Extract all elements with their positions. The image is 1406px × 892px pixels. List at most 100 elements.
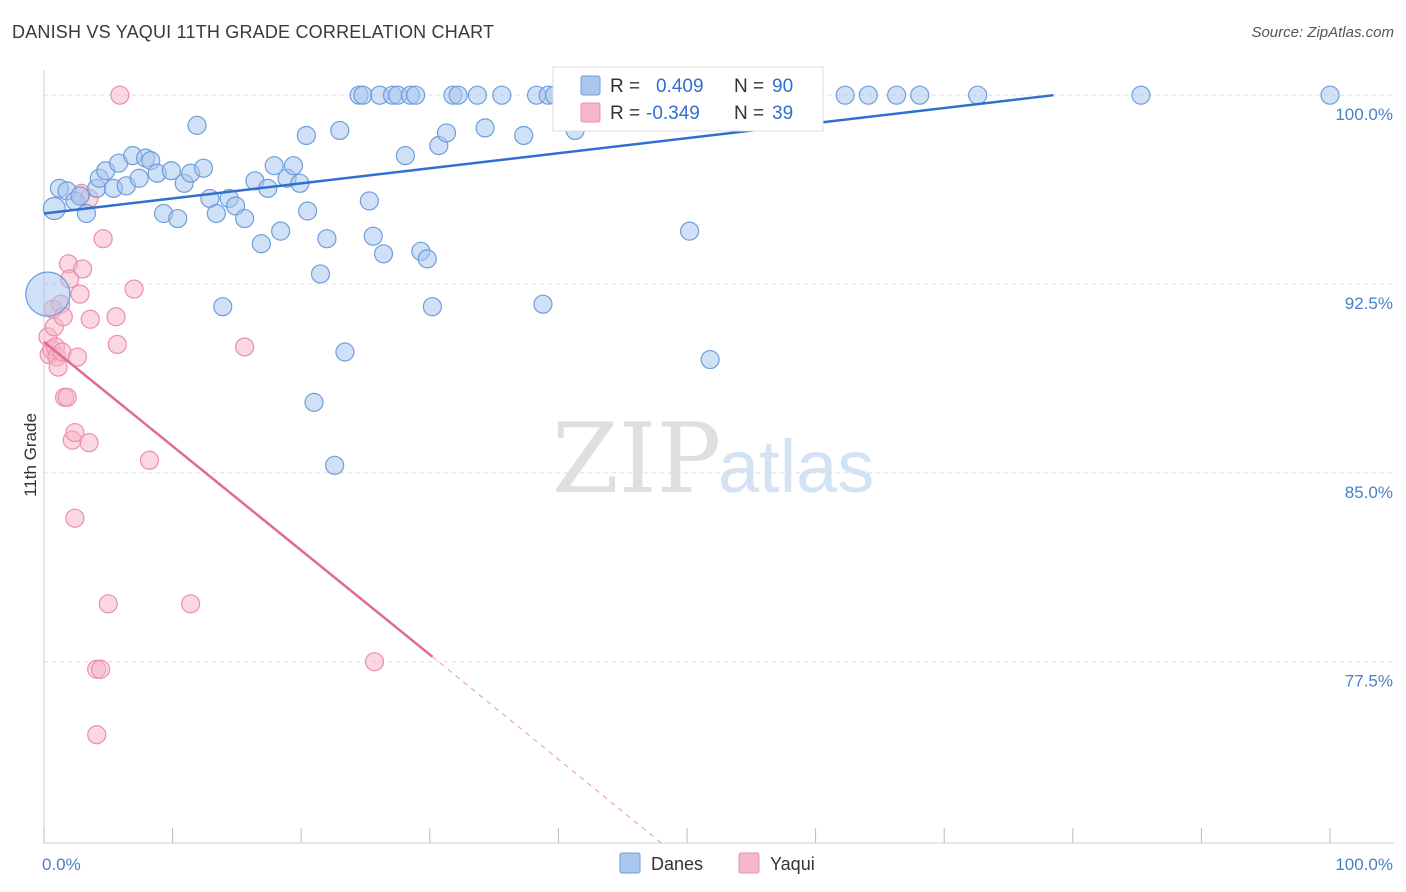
danes-point xyxy=(251,234,271,254)
danes-point xyxy=(406,85,426,105)
danes-point xyxy=(213,297,233,317)
y-tick-label: 85.0% xyxy=(1345,483,1393,502)
zipatlas-watermark: ZIP atlas xyxy=(552,403,874,515)
danes-point xyxy=(206,203,226,224)
danes-point xyxy=(858,85,878,105)
danes-point xyxy=(395,146,415,166)
danes-point xyxy=(335,342,355,362)
yaqui-point xyxy=(67,347,88,367)
yaqui-point xyxy=(124,279,144,299)
danes-point xyxy=(353,85,373,105)
danes-point xyxy=(467,85,487,105)
danes-point xyxy=(1320,85,1340,105)
danes-point xyxy=(271,221,291,241)
danes-point xyxy=(296,125,316,146)
danes-points xyxy=(25,85,1340,475)
danes-point xyxy=(835,85,855,105)
yaqui-point xyxy=(65,508,85,528)
svg-text:ZIP: ZIP xyxy=(552,403,721,515)
danes-point xyxy=(193,158,214,178)
yaqui-point xyxy=(110,85,130,105)
danes-trend-line xyxy=(43,93,1054,215)
yaqui-n-value: 39 xyxy=(772,103,793,124)
danes-point xyxy=(187,115,207,135)
danes-point xyxy=(330,120,350,141)
danes-point xyxy=(887,85,907,105)
danes-point xyxy=(910,85,930,105)
yaqui-point xyxy=(98,594,118,614)
danes-point xyxy=(700,349,720,370)
danes-n-label: N = xyxy=(734,76,764,97)
axes xyxy=(43,70,1394,844)
danes-point xyxy=(264,156,284,176)
danes-point xyxy=(310,264,331,284)
x-tick-label-right: 100.0% xyxy=(1335,855,1393,874)
danes-point xyxy=(417,249,437,269)
chart-title: DANISH VS YAQUI 11TH GRADE CORRELATION C… xyxy=(12,22,495,42)
yaqui-series-swatch xyxy=(738,852,760,874)
yaqui-point xyxy=(181,594,201,614)
yaqui-n-label: N = xyxy=(734,103,764,124)
yaqui-point xyxy=(87,725,107,745)
danes-point xyxy=(70,186,90,206)
danes-point xyxy=(317,229,337,249)
danes-point xyxy=(359,191,379,211)
yaqui-point xyxy=(90,659,111,679)
stats-legend: R = 0.409 N = 90 R = -0.349 N = 39 xyxy=(552,66,824,132)
danes-point xyxy=(129,168,149,188)
danes-legend-swatch xyxy=(580,75,601,96)
source-credit: Source: ZipAtlas.com xyxy=(1251,24,1394,41)
danes-point xyxy=(492,85,512,105)
danes-point xyxy=(533,294,553,314)
yaqui-r-label: R = xyxy=(610,103,640,124)
trend-lines xyxy=(43,93,1054,844)
danes-point xyxy=(475,118,495,138)
danes-point xyxy=(363,226,383,246)
yaqui-legend-swatch xyxy=(580,102,601,123)
danes-point xyxy=(448,85,468,105)
yaqui-point xyxy=(80,309,100,329)
danes-point xyxy=(283,156,304,176)
yaqui-trend-line xyxy=(43,340,434,658)
tick-labels: 100.0% 92.5% 85.0% 77.5% 0.0% 100.0% xyxy=(42,105,1393,874)
danes-point xyxy=(1131,85,1151,105)
danes-point xyxy=(161,161,181,181)
danes-point xyxy=(373,244,394,264)
danes-r-label: R = xyxy=(610,76,640,97)
danes-point xyxy=(42,196,66,221)
y-axis-label: 11th Grade xyxy=(21,413,40,497)
yaqui-r-value: -0.349 xyxy=(646,103,700,124)
danes-point xyxy=(436,123,457,143)
danes-series-label: Danes xyxy=(651,854,703,874)
yaqui-point xyxy=(107,334,127,355)
yaqui-point xyxy=(72,259,93,279)
series-legend: Danes Yaqui xyxy=(619,852,815,874)
danes-point xyxy=(304,392,324,412)
yaqui-point xyxy=(70,284,90,304)
y-tick-label: 77.5% xyxy=(1345,672,1393,691)
danes-point xyxy=(968,85,988,105)
yaqui-point xyxy=(139,450,160,470)
yaqui-point xyxy=(57,387,77,407)
danes-series-swatch xyxy=(619,852,641,874)
yaqui-point xyxy=(364,652,385,672)
danes-n-value: 90 xyxy=(772,76,793,97)
yaqui-point xyxy=(106,307,126,327)
svg-text:atlas: atlas xyxy=(718,425,874,508)
yaqui-point xyxy=(79,433,99,453)
y-tick-label: 92.5% xyxy=(1345,294,1393,313)
danes-point xyxy=(298,201,318,221)
yaqui-series-label: Yaqui xyxy=(770,854,815,874)
danes-point xyxy=(235,208,255,229)
danes-point xyxy=(168,208,188,229)
danes-r-value: 0.409 xyxy=(656,76,704,97)
yaqui-point xyxy=(235,337,255,357)
danes-point xyxy=(325,455,345,475)
x-tick-label-left: 0.0% xyxy=(42,855,81,874)
yaqui-point xyxy=(93,229,113,249)
danes-point xyxy=(514,125,534,146)
yaqui-point xyxy=(65,422,85,443)
danes-point xyxy=(25,271,71,317)
danes-point xyxy=(679,221,700,241)
